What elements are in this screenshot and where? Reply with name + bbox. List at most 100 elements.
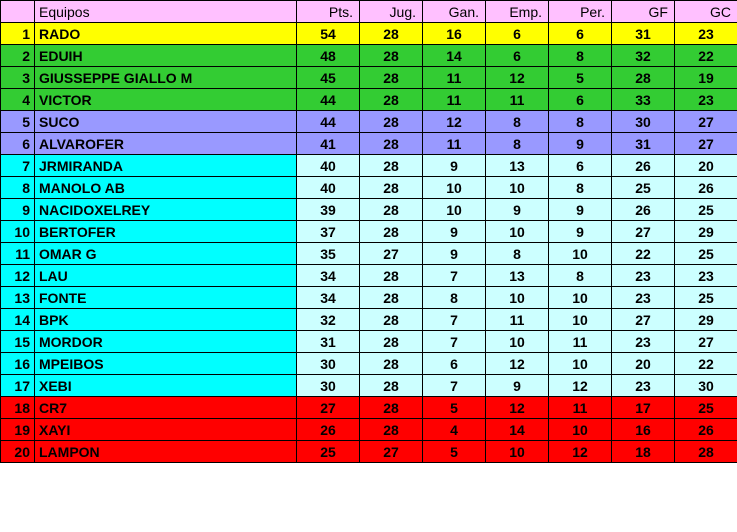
cell-rank: 9 [1, 199, 35, 221]
cell-rank: 18 [1, 397, 35, 419]
cell-emp: 10 [486, 331, 549, 353]
header-gf: GF [612, 1, 675, 23]
cell-jug: 28 [360, 353, 423, 375]
cell-jug: 28 [360, 287, 423, 309]
cell-emp: 6 [486, 45, 549, 67]
cell-jug: 28 [360, 309, 423, 331]
cell-rank: 10 [1, 221, 35, 243]
cell-per: 8 [549, 45, 612, 67]
cell-jug: 28 [360, 111, 423, 133]
table-row: 13FONTE3428810102325 [1, 287, 737, 309]
cell-per: 5 [549, 67, 612, 89]
standings-table: Equipos Pts. Jug. Gan. Emp. Per. GF GC 1… [0, 0, 737, 463]
cell-emp: 9 [486, 199, 549, 221]
table-row: 19XAYI2628414101626 [1, 419, 737, 441]
cell-rank: 8 [1, 177, 35, 199]
cell-gc: 23 [675, 265, 737, 287]
table-row: 16MPEIBOS3028612102022 [1, 353, 737, 375]
header-team: Equipos [35, 1, 297, 23]
cell-gf: 23 [612, 375, 675, 397]
cell-pts: 26 [297, 419, 360, 441]
cell-gf: 17 [612, 397, 675, 419]
table-row: 11OMAR G352798102225 [1, 243, 737, 265]
cell-pts: 45 [297, 67, 360, 89]
cell-team: RADO [35, 23, 297, 45]
cell-per: 12 [549, 441, 612, 463]
cell-jug: 28 [360, 177, 423, 199]
cell-gc: 28 [675, 441, 737, 463]
cell-rank: 20 [1, 441, 35, 463]
cell-gf: 33 [612, 89, 675, 111]
cell-jug: 28 [360, 221, 423, 243]
cell-gan: 12 [423, 111, 486, 133]
cell-pts: 54 [297, 23, 360, 45]
cell-team: OMAR G [35, 243, 297, 265]
cell-jug: 28 [360, 331, 423, 353]
cell-gan: 7 [423, 331, 486, 353]
cell-team: FONTE [35, 287, 297, 309]
cell-gc: 26 [675, 177, 737, 199]
cell-jug: 28 [360, 265, 423, 287]
cell-pts: 37 [297, 221, 360, 243]
table-row: 20LAMPON2527510121828 [1, 441, 737, 463]
cell-emp: 6 [486, 23, 549, 45]
cell-rank: 12 [1, 265, 35, 287]
cell-gan: 5 [423, 397, 486, 419]
header-gan: Gan. [423, 1, 486, 23]
cell-gc: 25 [675, 243, 737, 265]
cell-gf: 25 [612, 177, 675, 199]
cell-gan: 4 [423, 419, 486, 441]
cell-gan: 10 [423, 199, 486, 221]
cell-gc: 27 [675, 111, 737, 133]
cell-team: MPEIBOS [35, 353, 297, 375]
cell-pts: 30 [297, 353, 360, 375]
cell-pts: 31 [297, 331, 360, 353]
cell-gan: 16 [423, 23, 486, 45]
cell-per: 8 [549, 111, 612, 133]
cell-per: 9 [549, 199, 612, 221]
cell-team: MORDOR [35, 331, 297, 353]
cell-gc: 22 [675, 45, 737, 67]
table-row: 1RADO542816663123 [1, 23, 737, 45]
cell-rank: 2 [1, 45, 35, 67]
cell-team: LAMPON [35, 441, 297, 463]
header-emp: Emp. [486, 1, 549, 23]
cell-emp: 10 [486, 287, 549, 309]
cell-gc: 27 [675, 133, 737, 155]
cell-rank: 1 [1, 23, 35, 45]
cell-gan: 9 [423, 243, 486, 265]
cell-jug: 28 [360, 155, 423, 177]
cell-gc: 20 [675, 155, 737, 177]
cell-per: 10 [549, 243, 612, 265]
cell-rank: 5 [1, 111, 35, 133]
cell-jug: 27 [360, 441, 423, 463]
cell-per: 10 [549, 353, 612, 375]
cell-gf: 22 [612, 243, 675, 265]
cell-team: NACIDOXELREY [35, 199, 297, 221]
table-row: 3GIUSSEPPE GIALLO M4528111252819 [1, 67, 737, 89]
cell-gan: 11 [423, 67, 486, 89]
cell-jug: 28 [360, 419, 423, 441]
cell-rank: 11 [1, 243, 35, 265]
cell-rank: 3 [1, 67, 35, 89]
cell-team: SUCO [35, 111, 297, 133]
cell-jug: 28 [360, 397, 423, 419]
cell-rank: 14 [1, 309, 35, 331]
table-row: 2EDUIH482814683222 [1, 45, 737, 67]
cell-gc: 30 [675, 375, 737, 397]
cell-team: MANOLO AB [35, 177, 297, 199]
cell-per: 6 [549, 155, 612, 177]
cell-gf: 23 [612, 265, 675, 287]
cell-emp: 13 [486, 265, 549, 287]
cell-gf: 26 [612, 155, 675, 177]
cell-per: 6 [549, 23, 612, 45]
cell-pts: 48 [297, 45, 360, 67]
cell-team: EDUIH [35, 45, 297, 67]
cell-jug: 27 [360, 243, 423, 265]
cell-rank: 7 [1, 155, 35, 177]
table-row: 9NACIDOXELREY392810992625 [1, 199, 737, 221]
cell-pts: 32 [297, 309, 360, 331]
cell-emp: 8 [486, 133, 549, 155]
cell-per: 8 [549, 177, 612, 199]
cell-gc: 25 [675, 199, 737, 221]
